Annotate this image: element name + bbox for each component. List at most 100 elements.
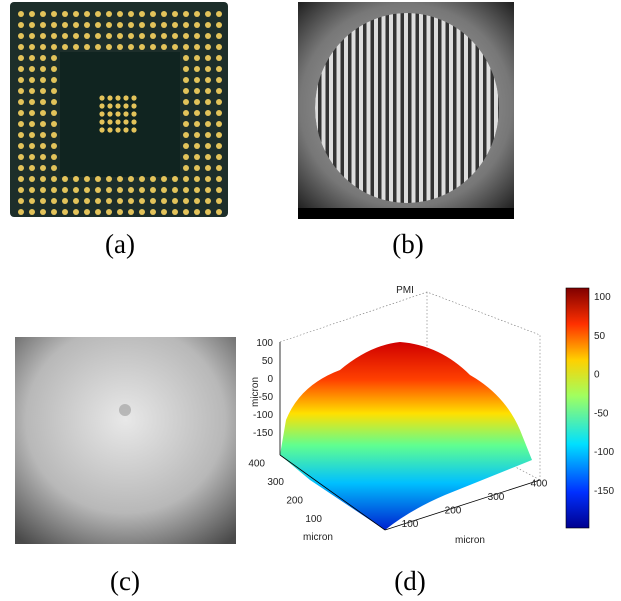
solder-ball (40, 55, 46, 61)
solder-ball (106, 187, 112, 193)
solder-ball (95, 44, 101, 50)
solder-ball (205, 187, 211, 193)
solder-ball (172, 22, 178, 28)
solder-ball (161, 209, 167, 215)
solder-ball (172, 176, 178, 182)
solder-ball (172, 209, 178, 215)
fringe (401, 10, 405, 210)
y-tick-label: 300 (267, 477, 284, 488)
solder-ball (107, 111, 112, 116)
solder-ball (51, 143, 57, 149)
solder-ball (51, 187, 57, 193)
solder-ball (216, 33, 222, 39)
solder-ball (99, 119, 104, 124)
solder-ball (205, 132, 211, 138)
solder-ball (123, 103, 128, 108)
solder-ball (115, 103, 120, 108)
solder-ball (161, 198, 167, 204)
solder-ball (84, 33, 90, 39)
solder-ball (29, 11, 35, 17)
solder-ball (194, 66, 200, 72)
solder-ball (150, 198, 156, 204)
z-tick-label: -150 (253, 428, 273, 439)
solder-ball (51, 66, 57, 72)
solder-ball (51, 209, 57, 215)
solder-ball (40, 143, 46, 149)
solder-ball (183, 154, 189, 160)
solder-ball (18, 66, 24, 72)
solder-ball (194, 198, 200, 204)
solder-ball (40, 187, 46, 193)
solder-ball (29, 66, 35, 72)
solder-ball (106, 33, 112, 39)
solder-ball (205, 154, 211, 160)
plot-title: PMI (396, 285, 414, 296)
solder-ball (51, 198, 57, 204)
solder-ball (40, 88, 46, 94)
solder-ball (73, 11, 79, 17)
solder-ball (194, 33, 200, 39)
solder-ball (18, 33, 24, 39)
solder-ball (183, 209, 189, 215)
x-axis-label: micron (455, 535, 485, 546)
solder-ball (183, 55, 189, 61)
solder-ball (205, 22, 211, 28)
solder-ball (139, 33, 145, 39)
solder-ball (216, 77, 222, 83)
fringe (431, 10, 435, 210)
solder-ball (205, 176, 211, 182)
solder-ball (205, 99, 211, 105)
solder-ball (123, 127, 128, 132)
solder-ball (40, 66, 46, 72)
solder-ball (62, 44, 68, 50)
solder-ball (150, 176, 156, 182)
solder-ball (29, 33, 35, 39)
x-tick-label: 400 (531, 479, 548, 490)
solder-ball (18, 198, 24, 204)
colorbar-tick-label: -50 (594, 408, 609, 419)
solder-ball (29, 154, 35, 160)
solder-ball (95, 198, 101, 204)
z-tick-label: 50 (262, 356, 274, 367)
solder-ball (106, 22, 112, 28)
solder-ball (161, 44, 167, 50)
solder-ball (117, 209, 123, 215)
solder-ball (51, 55, 57, 61)
solder-ball (194, 88, 200, 94)
solder-ball (51, 121, 57, 127)
solder-ball (128, 11, 134, 17)
solder-ball (51, 44, 57, 50)
solder-ball (29, 176, 35, 182)
solder-ball (29, 165, 35, 171)
solder-ball (40, 22, 46, 28)
solder-ball (216, 132, 222, 138)
solder-ball (216, 187, 222, 193)
solder-ball (29, 55, 35, 61)
colorbar (566, 288, 589, 528)
solder-ball (40, 77, 46, 83)
solder-ball (205, 165, 211, 171)
solder-ball (40, 99, 46, 105)
solder-ball (216, 88, 222, 94)
solder-ball (194, 110, 200, 116)
solder-ball (216, 209, 222, 215)
solder-ball (84, 11, 90, 17)
y-axis-label: micron (303, 532, 333, 543)
y-tick-label: 100 (305, 514, 322, 525)
solder-ball (18, 22, 24, 28)
y-tick-label: 200 (286, 496, 303, 507)
solder-ball (29, 132, 35, 138)
solder-ball (29, 121, 35, 127)
solder-ball (183, 66, 189, 72)
solder-ball (29, 209, 35, 215)
solder-ball (84, 22, 90, 28)
solder-ball (172, 44, 178, 50)
solder-ball (205, 209, 211, 215)
solder-ball (183, 88, 189, 94)
solder-ball (194, 44, 200, 50)
solder-ball (128, 176, 134, 182)
solder-ball (194, 55, 200, 61)
solder-ball (62, 187, 68, 193)
solder-ball (216, 22, 222, 28)
solder-ball (128, 187, 134, 193)
